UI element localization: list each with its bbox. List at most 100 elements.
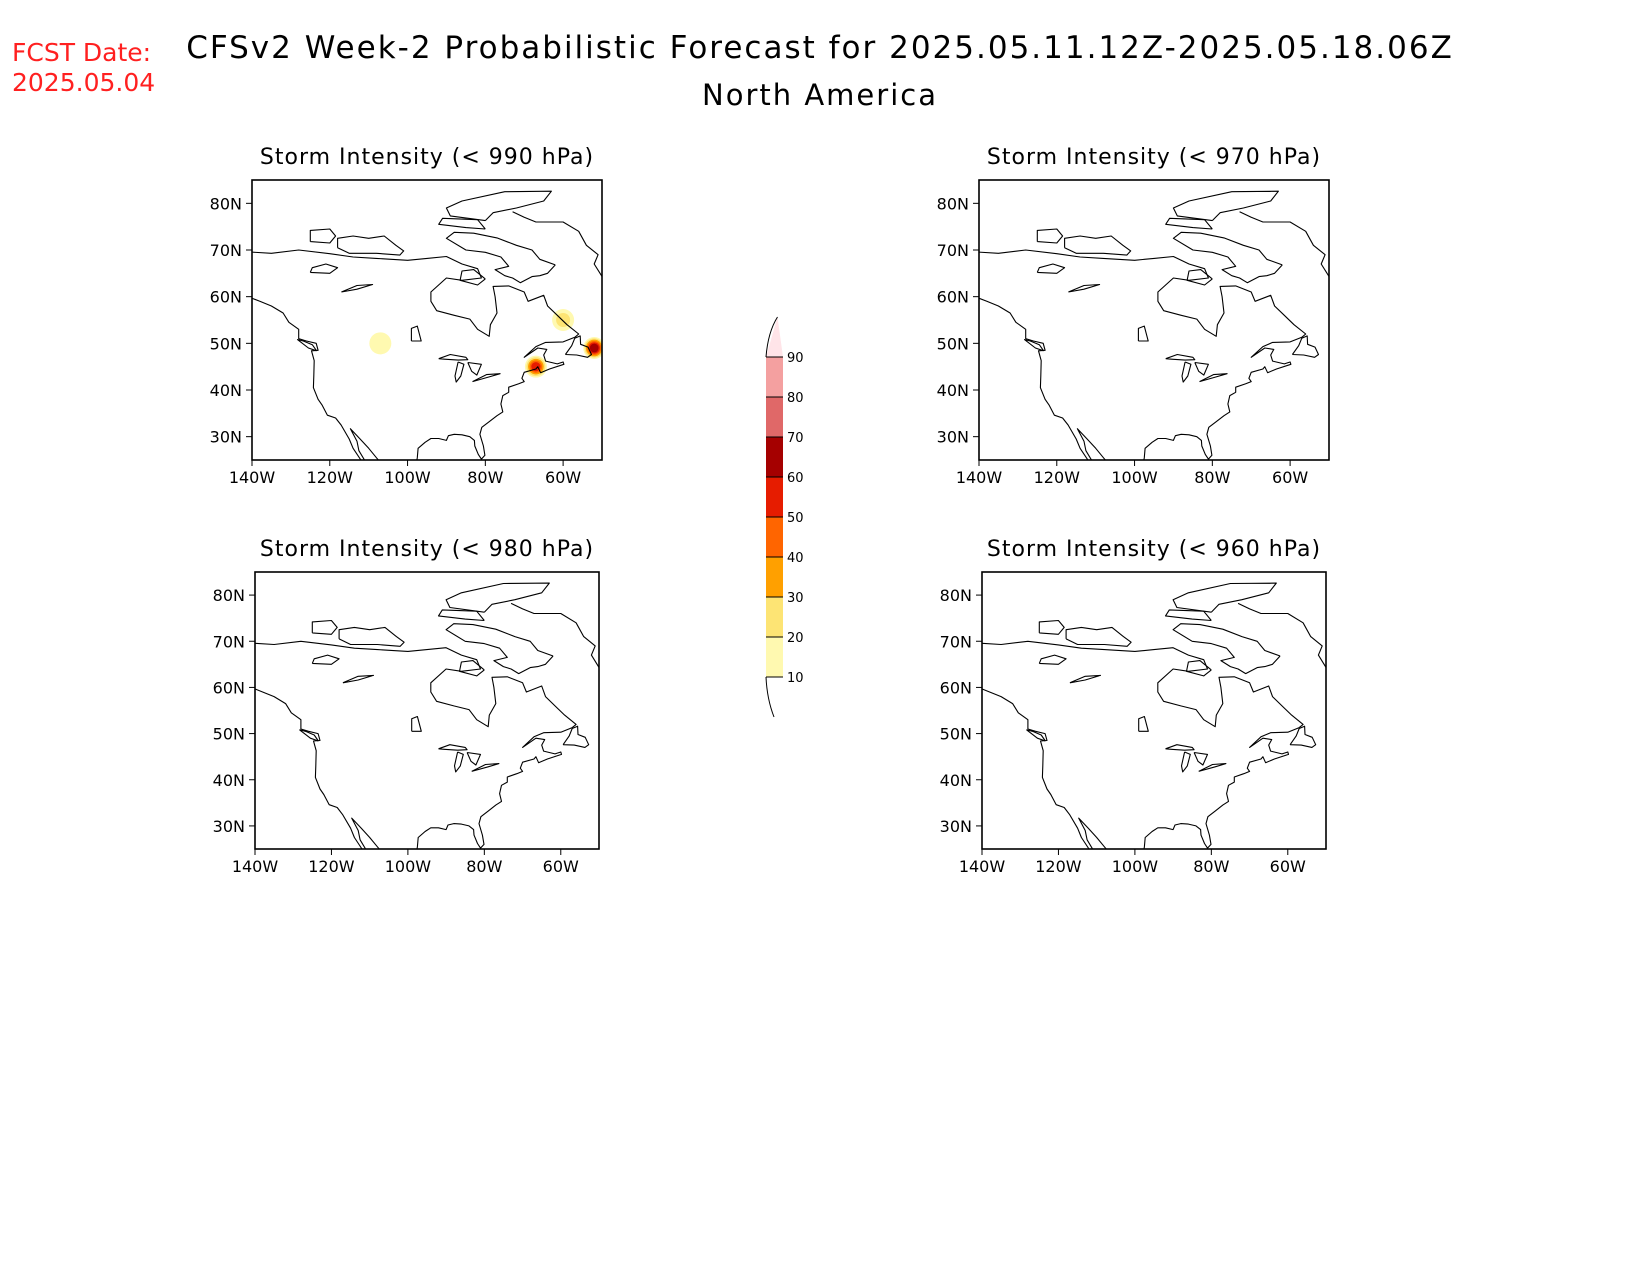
lat-tick-label: 30N xyxy=(940,817,972,836)
coastline xyxy=(1064,235,1132,256)
coastline xyxy=(1172,231,1283,284)
colorbar-box xyxy=(766,637,783,677)
coastline xyxy=(1193,751,1209,766)
coastline xyxy=(342,674,375,684)
lat-tick-label: 60N xyxy=(210,288,242,307)
lon-tick-label: 60W xyxy=(1272,468,1308,487)
coastline xyxy=(445,582,550,613)
lat-tick-label: 50N xyxy=(937,334,969,353)
coastline xyxy=(459,269,486,286)
lat-tick-label: 70N xyxy=(210,241,242,260)
lon-tick-label: 120W xyxy=(1034,468,1081,487)
coastline xyxy=(309,228,337,244)
lon-tick-label: 80W xyxy=(466,857,502,876)
coastline xyxy=(1172,623,1281,675)
coastline xyxy=(1038,654,1067,665)
colorbar-label: 40 xyxy=(787,551,804,566)
lat-tick-label: 60N xyxy=(937,288,969,307)
coastline xyxy=(564,335,593,358)
panel-title: Storm Intensity (< 990 hPa) xyxy=(260,145,594,170)
coastline xyxy=(1237,602,1326,669)
lon-tick-label: 120W xyxy=(307,468,354,487)
coastline xyxy=(466,751,482,766)
forecast-date-value: 2025.05.04 xyxy=(12,68,156,97)
lat-tick-label: 60N xyxy=(213,678,245,697)
map-panel: Storm Intensity (< 990 hPa) 140W 120W 100W 8… xyxy=(210,145,603,487)
colorbar-top-triangle xyxy=(766,317,783,357)
lat-tick-label: 80N xyxy=(937,194,969,213)
coastline xyxy=(337,235,405,256)
lon-tick-label: 100W xyxy=(1111,468,1158,487)
probability-blob xyxy=(369,332,392,355)
colorbar-edge xyxy=(765,676,775,718)
coastline xyxy=(1165,353,1196,361)
colorbar-label: 50 xyxy=(787,511,804,526)
coastline xyxy=(437,609,485,622)
coastline xyxy=(1198,763,1227,772)
map-area xyxy=(979,190,1329,460)
coastline xyxy=(454,361,465,383)
coastline xyxy=(438,217,486,230)
coastline xyxy=(311,654,340,665)
coastline xyxy=(1194,361,1209,376)
map-area xyxy=(252,190,602,460)
colorbar-box xyxy=(766,557,783,597)
coastline xyxy=(338,626,405,647)
forecast-date: FCST Date: 2025.05.04 xyxy=(12,38,155,98)
coastline xyxy=(1069,674,1102,684)
coastline xyxy=(1165,744,1195,751)
colorbar-label: 30 xyxy=(787,591,804,606)
panel-title: Storm Intensity (< 960 hPa) xyxy=(987,537,1321,562)
coastline xyxy=(311,619,338,635)
lon-tick-label: 140W xyxy=(959,857,1006,876)
coastline xyxy=(1172,582,1277,613)
probability-blob xyxy=(531,362,541,372)
lon-tick-label: 60W xyxy=(1270,857,1306,876)
coastline xyxy=(562,725,590,748)
coastline xyxy=(472,373,501,383)
coastline xyxy=(453,751,464,773)
lon-tick-label: 120W xyxy=(1035,857,1082,876)
colorbar-label: 10 xyxy=(787,671,804,686)
colorbar-box xyxy=(766,437,783,477)
lon-tick-label: 80W xyxy=(1193,857,1229,876)
coastline xyxy=(1065,626,1132,647)
coastline xyxy=(296,339,318,352)
coastline xyxy=(1186,269,1213,286)
lat-tick-label: 40N xyxy=(210,381,242,400)
coastline xyxy=(299,729,319,742)
coastline xyxy=(510,602,599,669)
coastline xyxy=(438,744,468,751)
lon-tick-label: 100W xyxy=(384,468,431,487)
coastline xyxy=(1164,609,1212,622)
coastline xyxy=(1172,190,1279,222)
coastline xyxy=(309,263,339,274)
coastline xyxy=(471,763,500,772)
lon-tick-label: 80W xyxy=(467,468,503,487)
coastline xyxy=(445,623,554,675)
forecast-date-label: FCST Date: xyxy=(12,38,152,67)
coastline xyxy=(1165,217,1213,230)
colorbar-box xyxy=(766,477,783,517)
coastline xyxy=(1289,725,1317,748)
lon-tick-label: 80W xyxy=(1194,468,1230,487)
lon-tick-label: 60W xyxy=(543,857,579,876)
coastline xyxy=(1138,715,1149,732)
map-frame xyxy=(981,571,1327,850)
map-frame xyxy=(254,571,600,850)
lat-tick-label: 70N xyxy=(940,632,972,651)
coastline xyxy=(341,283,374,293)
lon-tick-label: 100W xyxy=(385,857,432,876)
lat-tick-label: 70N xyxy=(937,241,969,260)
probability-blob xyxy=(556,313,571,327)
map-panel: Storm Intensity (< 970 hPa) 140W 120W 100W 8… xyxy=(937,145,1330,487)
coastline xyxy=(458,660,485,677)
map-area xyxy=(982,582,1326,849)
colorbar: 10 20 30 40 50 60 70 80 90 xyxy=(765,316,804,718)
coastline xyxy=(982,640,1304,849)
lon-tick-label: 60W xyxy=(545,468,581,487)
lat-tick-label: 50N xyxy=(940,725,972,744)
lat-tick-label: 30N xyxy=(213,817,245,836)
lon-tick-label: 140W xyxy=(232,857,279,876)
